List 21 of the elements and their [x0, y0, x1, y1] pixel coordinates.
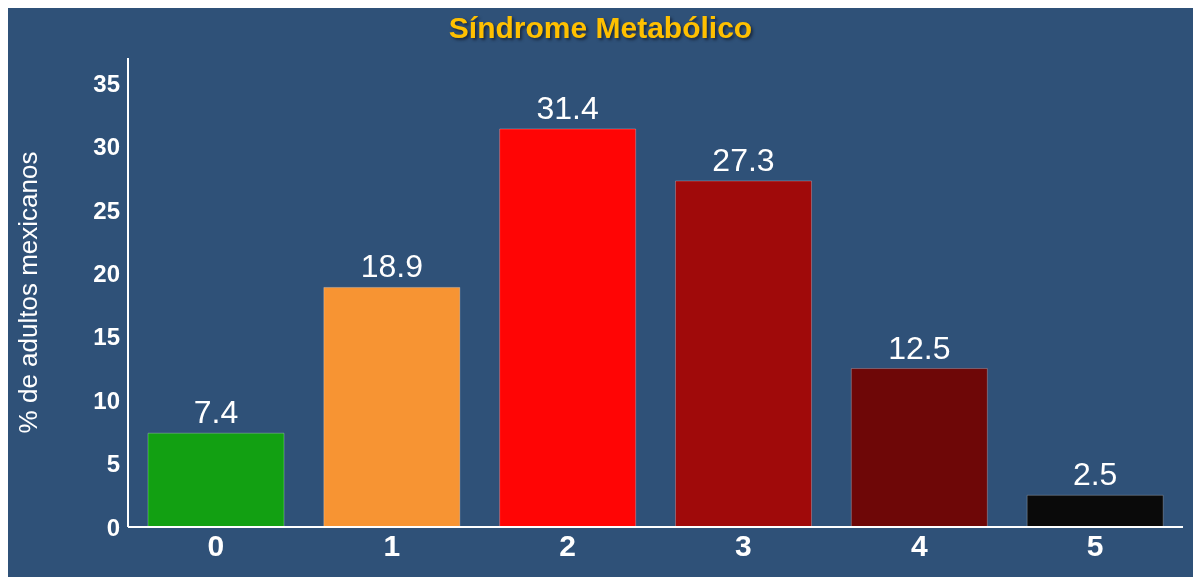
data-label: 12.5: [888, 329, 951, 366]
data-label: 2.5: [1072, 456, 1118, 493]
x-tick-label: 3: [735, 529, 752, 563]
data-label: 18.9: [360, 248, 423, 285]
x-tick-label: 2: [559, 529, 576, 563]
data-label: 31.4: [536, 89, 599, 126]
data-label: 27.3: [712, 141, 775, 178]
x-tick-label: 4: [910, 529, 928, 563]
y-tick-label: 20: [93, 260, 120, 288]
y-tick-label: 5: [106, 450, 120, 478]
x-tick-label: 5: [1086, 529, 1104, 563]
y-tick-label: 35: [93, 69, 120, 97]
y-axis-title: % de adultos mexicanos: [13, 151, 44, 434]
y-tick-label: 30: [93, 133, 120, 161]
y-tick-label: 15: [93, 323, 120, 351]
y-tick-label: 25: [93, 196, 120, 224]
chart-title: Síndrome Metabólico: [447, 10, 754, 46]
y-tick-label: 10: [93, 386, 120, 414]
data-label: 7.4: [193, 394, 239, 431]
x-tick-label: 1: [383, 529, 401, 563]
x-tick-label: 0: [207, 529, 225, 563]
